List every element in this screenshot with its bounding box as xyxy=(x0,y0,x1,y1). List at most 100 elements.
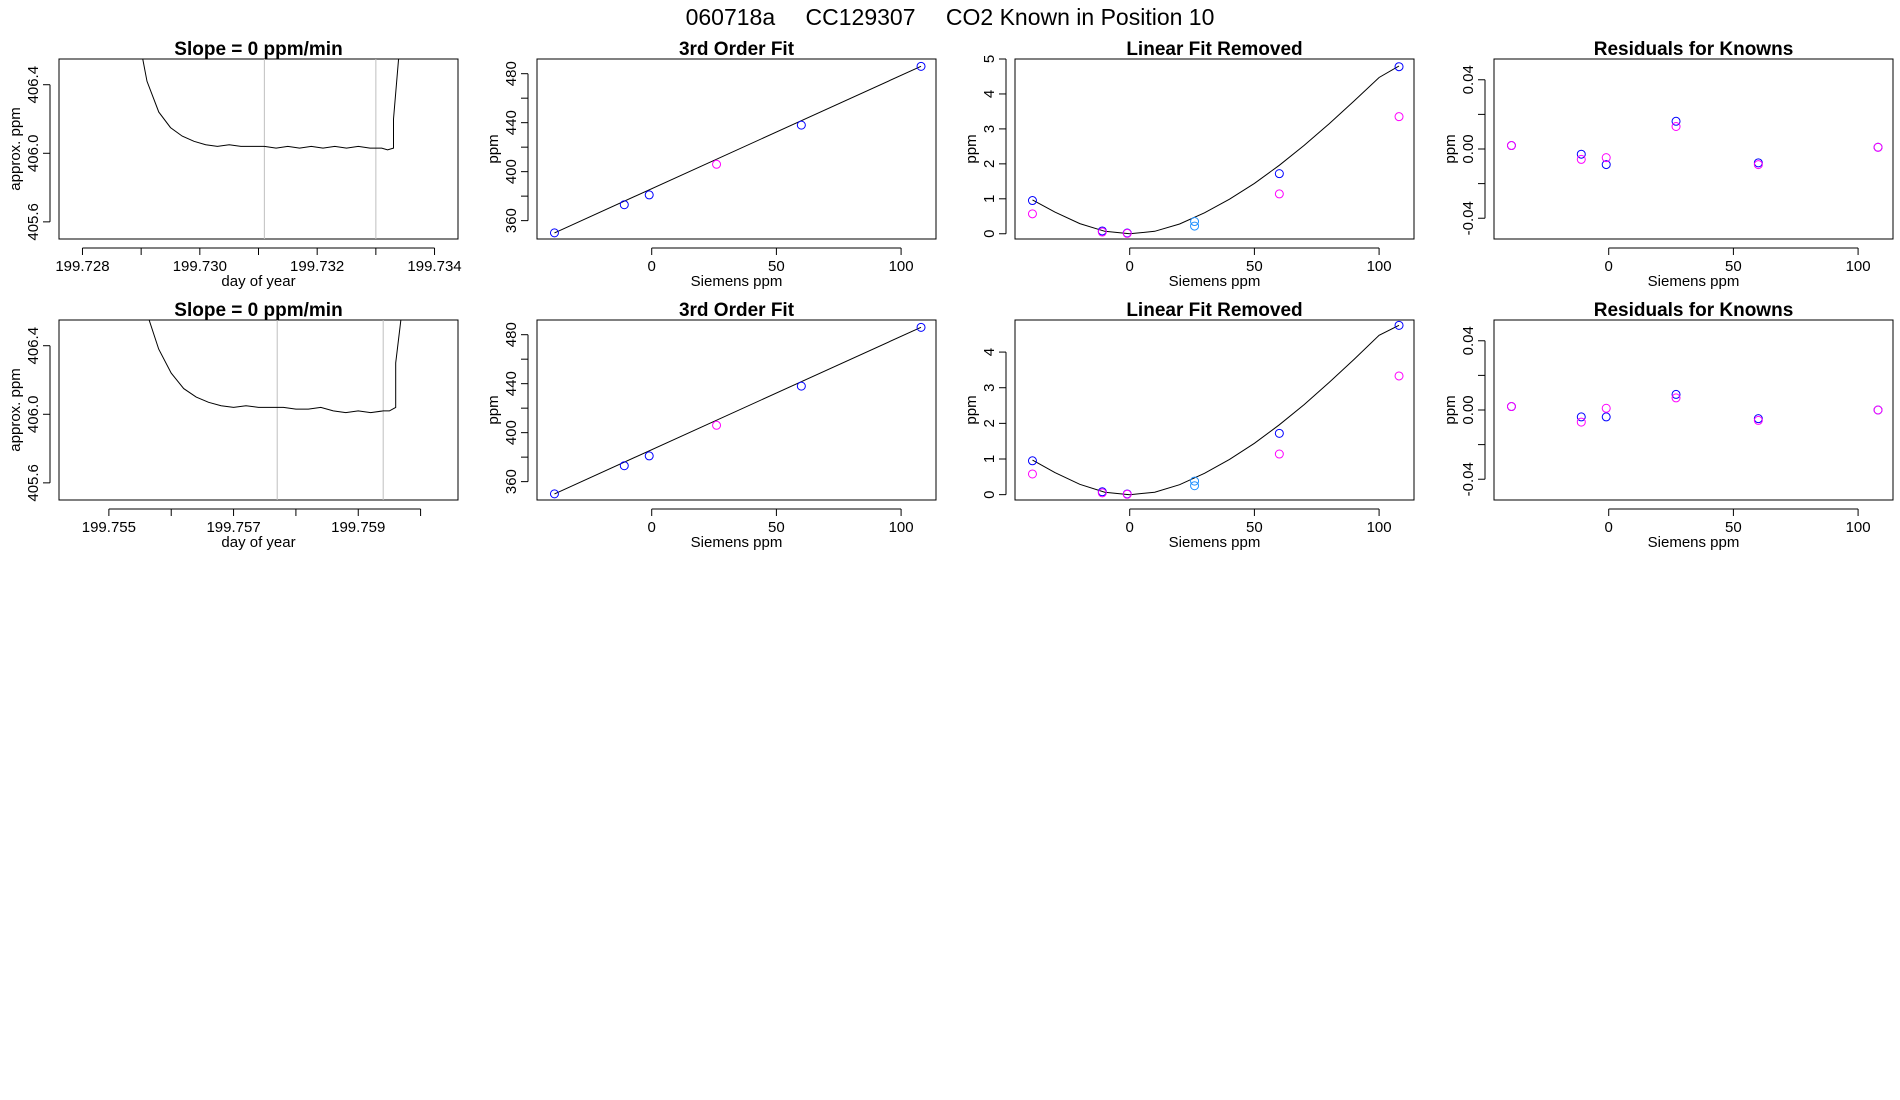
chart-panel-6: 3rd Order Fit 0 50 100 Siemens ppm 360 400 440 4… xyxy=(485,300,937,551)
data-point xyxy=(1027,469,1037,479)
y-tick-label: 1 xyxy=(981,455,998,463)
chart-title: Residuals for Knowns xyxy=(1594,39,1794,60)
chart-panel-5: Slope = 0 ppm/min 199.755 199.757 199.759 da… xyxy=(7,300,459,551)
y-tick-label: 4 xyxy=(981,348,998,356)
data-point xyxy=(1394,112,1404,122)
data-point xyxy=(1601,412,1611,422)
data-point xyxy=(712,159,722,169)
x-tick-label: 50 xyxy=(1725,258,1742,275)
y-axis-label: approx. ppm xyxy=(7,107,24,190)
x-tick-label: 199.759 xyxy=(331,519,385,536)
x-tick-label: 199.728 xyxy=(55,258,109,275)
co2-trace-line xyxy=(148,320,402,414)
y-axis-label: approx. ppm xyxy=(7,368,24,451)
x-tick-label: 50 xyxy=(768,258,785,275)
fit-curve xyxy=(1032,65,1400,235)
plot-area xyxy=(1027,320,1404,499)
data-point xyxy=(1506,141,1516,151)
chart-title: Slope = 0 ppm/min xyxy=(174,39,342,60)
x-tick-label: 50 xyxy=(1246,258,1263,275)
x-tick-label: 0 xyxy=(648,519,656,536)
data-point xyxy=(1671,393,1681,403)
y-tick-label: 0.00 xyxy=(1460,395,1477,424)
y-tick-label: 2 xyxy=(981,419,998,427)
x-axis-label: Siemens ppm xyxy=(1169,534,1261,551)
y-tick-label: 400 xyxy=(503,159,520,184)
data-point xyxy=(1274,189,1284,199)
data-point xyxy=(1097,227,1107,237)
x-tick-label: 0 xyxy=(1126,258,1134,275)
y-axis-label: ppm xyxy=(1442,134,1459,163)
x-tick-label: 199.757 xyxy=(206,519,260,536)
chart-panel-2: 3rd Order Fit 0 50 100 Siemens ppm 360 400 440 4… xyxy=(485,39,937,290)
x-tick-label: 50 xyxy=(1725,519,1742,536)
chart-panel-3: Linear Fit Removed 0 50 100 Siemens ppm 0 1 2 3 4… xyxy=(963,39,1415,290)
data-point xyxy=(1190,476,1200,486)
data-point xyxy=(1394,62,1404,72)
y-tick-label: 360 xyxy=(503,469,520,494)
y-tick-label: 360 xyxy=(503,208,520,233)
data-point xyxy=(712,420,722,430)
x-tick-label: 100 xyxy=(889,519,914,536)
data-point xyxy=(916,61,926,71)
y-tick-label: 406.0 xyxy=(25,396,42,434)
data-point xyxy=(1576,149,1586,159)
plot-frame xyxy=(1014,319,1415,501)
y-tick-label: 1 xyxy=(981,195,998,203)
data-point xyxy=(1753,415,1763,425)
plot-area xyxy=(148,320,402,500)
data-point xyxy=(1122,489,1132,499)
y-tick-label: -0.04 xyxy=(1460,462,1477,496)
chart-title: 3rd Order Fit xyxy=(679,300,795,321)
y-tick-label: 480 xyxy=(503,61,520,86)
plot-area xyxy=(1506,389,1883,427)
x-tick-label: 199.734 xyxy=(407,258,461,275)
data-point xyxy=(1753,158,1763,168)
chart-title: 3rd Order Fit xyxy=(679,39,795,60)
chart-title: Linear Fit Removed xyxy=(1126,39,1302,60)
plot-frame xyxy=(1493,58,1894,240)
data-point xyxy=(619,200,629,210)
data-point xyxy=(1601,403,1611,413)
x-tick-label: 100 xyxy=(1846,258,1871,275)
x-axis-label: day of year xyxy=(221,273,295,290)
y-tick-label: 400 xyxy=(503,420,520,445)
x-tick-label: 199.732 xyxy=(290,258,344,275)
x-axis-label: Siemens ppm xyxy=(1648,273,1740,290)
chart-title: Residuals for Knowns xyxy=(1594,300,1794,321)
y-tick-label: 0.04 xyxy=(1460,65,1477,94)
data-point xyxy=(1097,488,1107,498)
x-tick-label: 0 xyxy=(1605,258,1613,275)
chart-panel-7: Linear Fit Removed 0 50 100 Siemens ppm 0 1 2 3 4… xyxy=(963,300,1415,551)
x-tick-label: 0 xyxy=(1605,519,1613,536)
y-tick-label: 4 xyxy=(981,90,998,98)
data-point xyxy=(1027,209,1037,219)
data-point xyxy=(1394,320,1404,330)
y-tick-label: 0.00 xyxy=(1460,134,1477,163)
y-axis-label: ppm xyxy=(1442,395,1459,424)
x-axis-label: Siemens ppm xyxy=(1648,534,1740,551)
fit-curve xyxy=(554,326,922,495)
x-tick-label: 100 xyxy=(889,258,914,275)
plot-area xyxy=(549,322,926,499)
fit-curve xyxy=(554,65,922,234)
x-tick-label: 100 xyxy=(1367,258,1392,275)
data-point xyxy=(1027,196,1037,206)
x-axis-label: Siemens ppm xyxy=(691,534,783,551)
x-tick-label: 100 xyxy=(1846,519,1871,536)
data-point xyxy=(1576,412,1586,422)
data-point xyxy=(549,228,559,238)
y-tick-label: 3 xyxy=(981,125,998,133)
plot-frame xyxy=(1014,58,1415,240)
y-axis-label: ppm xyxy=(485,395,502,424)
plot-frame xyxy=(536,58,937,240)
plot-area xyxy=(549,61,926,238)
y-tick-label: 405.6 xyxy=(25,464,42,502)
fit-curve xyxy=(1032,324,1400,496)
y-tick-label: 480 xyxy=(503,322,520,347)
data-point xyxy=(1576,154,1586,164)
x-tick-label: 50 xyxy=(768,519,785,536)
chart-title: Linear Fit Removed xyxy=(1126,300,1302,321)
plot-area xyxy=(142,59,400,239)
